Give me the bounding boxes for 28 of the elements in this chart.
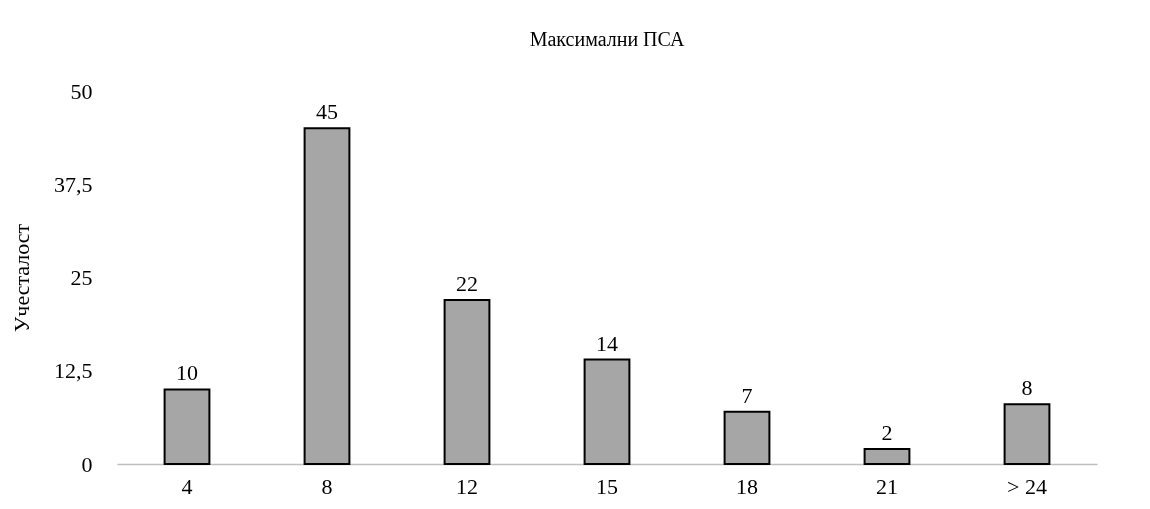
bar — [1003, 403, 1051, 465]
chart-title: Максимални ПСА — [529, 28, 685, 50]
x-tick-label: 15 — [596, 473, 618, 499]
x-tick-label: > 24 — [1007, 473, 1047, 499]
y-axis-title: Учесталост — [9, 223, 34, 333]
y-tick-label: 25 — [70, 265, 93, 290]
bar — [163, 388, 211, 465]
bar — [723, 410, 771, 465]
bar — [863, 448, 911, 465]
data-label: 8 — [1021, 375, 1033, 401]
bar — [583, 358, 631, 465]
x-tick-label: 8 — [321, 473, 333, 499]
x-tick-label: 12 — [456, 473, 478, 499]
bar — [303, 127, 351, 465]
data-label: 22 — [456, 270, 478, 296]
x-tick-label: 4 — [181, 473, 193, 499]
data-label: 14 — [596, 330, 618, 356]
x-tick-label: 18 — [736, 473, 758, 499]
y-tick-label: 50 — [70, 78, 93, 104]
x-tick-label: 21 — [876, 473, 898, 499]
data-label: 10 — [176, 360, 198, 386]
y-tick-label: 37,5 — [54, 171, 93, 197]
y-tick-label: 0 — [81, 451, 93, 477]
data-label: 2 — [881, 420, 893, 446]
bar — [443, 298, 491, 465]
data-label: 45 — [316, 99, 338, 125]
data-label: 7 — [741, 382, 753, 408]
y-tick-label: 12,5 — [54, 358, 93, 384]
